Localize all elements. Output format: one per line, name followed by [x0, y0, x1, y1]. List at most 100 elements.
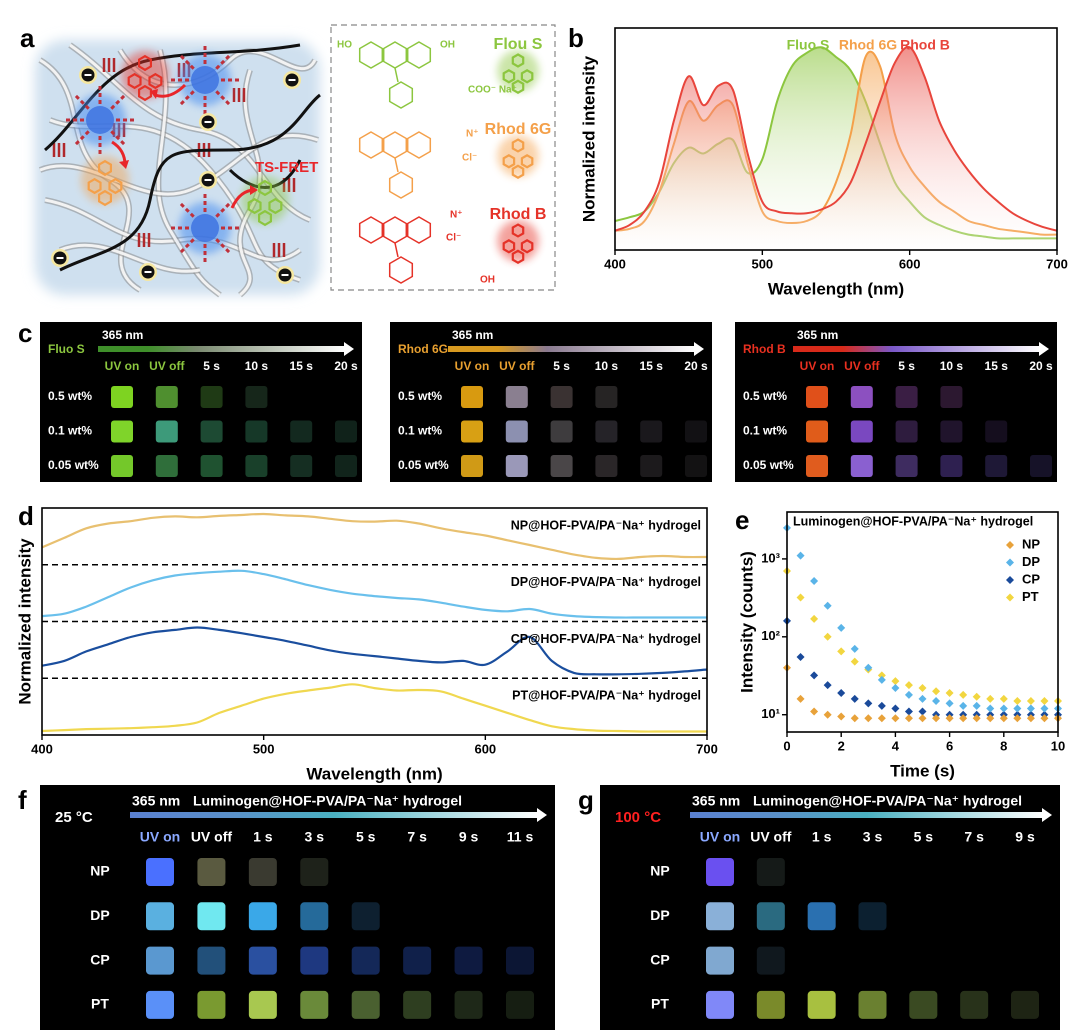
hexagon — [502, 154, 516, 169]
x-tick-label: 10 — [1051, 738, 1065, 753]
x-tick-label: 600 — [474, 741, 496, 756]
point — [837, 689, 846, 697]
sample — [461, 420, 483, 443]
ring — [388, 81, 414, 109]
point — [1013, 696, 1022, 705]
ring — [358, 131, 384, 159]
sample — [985, 420, 1008, 443]
ray — [215, 202, 231, 218]
point — [999, 704, 1008, 713]
point — [891, 684, 900, 693]
plot-frame — [786, 511, 1059, 733]
row-label: 0.5 wt% — [743, 389, 787, 403]
y-axis-title: Normalized intensity — [15, 538, 34, 705]
subtitle: Luminogen@HOF-PVA/PA⁻Na⁺ hydrogel — [193, 793, 462, 809]
sample — [300, 946, 329, 975]
dye-label: Rhod 6G — [398, 342, 448, 356]
hexagon — [148, 72, 163, 90]
x-tick-label: 400 — [31, 741, 53, 756]
arrow-bar — [690, 812, 1044, 818]
point — [918, 714, 927, 723]
row-label: CP — [650, 951, 669, 967]
bond — [394, 242, 399, 258]
row-label: PT — [651, 996, 669, 1012]
column-header: 20 s — [684, 359, 708, 373]
hexagon — [108, 177, 123, 195]
sample — [505, 455, 528, 477]
hexagon — [520, 239, 534, 254]
legend-label: Rhod 6G — [839, 37, 897, 53]
sample — [895, 386, 918, 408]
legend-label: Fluo S — [787, 37, 830, 53]
sample — [595, 455, 618, 477]
luminogen — [86, 106, 114, 134]
row-label: 0.5 wt% — [398, 389, 442, 403]
chem-label: HO — [337, 40, 352, 51]
temperature: 100 °C — [615, 809, 661, 826]
subtitle: Luminogen@HOF-PVA/PA⁻Na⁺ hydrogel — [753, 793, 1022, 809]
column-header: 15 s — [290, 359, 314, 373]
point — [918, 694, 927, 703]
sample — [461, 386, 483, 408]
luminogen — [191, 214, 219, 242]
ring — [382, 131, 408, 159]
point — [850, 644, 859, 653]
x-tick-label: 500 — [751, 256, 773, 271]
line — [41, 569, 707, 619]
sample — [403, 990, 432, 1019]
glow — [497, 220, 539, 262]
x-axis-title: Time (s) — [890, 761, 955, 780]
hexagon — [511, 53, 525, 68]
ring — [406, 216, 432, 244]
legend-marker — [1006, 576, 1014, 584]
sample — [895, 455, 918, 477]
point — [932, 714, 941, 723]
excitation-label: 365 nm — [797, 328, 838, 342]
point — [1026, 714, 1035, 723]
row-label: 0.5 wt% — [48, 389, 92, 403]
column-header: 5 s — [898, 359, 915, 373]
x-tick-label: 600 — [899, 256, 921, 271]
point — [959, 690, 968, 699]
chem-label: OH — [480, 275, 495, 286]
sample — [807, 902, 836, 931]
x-tick-label: 8 — [1000, 738, 1007, 753]
column-header: 7 s — [407, 829, 427, 845]
hexagon — [502, 239, 516, 254]
row-label: 0.05 wt% — [743, 458, 794, 472]
dye-icon — [497, 135, 539, 179]
row-label: NP — [650, 863, 669, 879]
column-header: 9 s — [1015, 829, 1035, 845]
column-header: 1 s — [812, 829, 832, 845]
column-header: 10 s — [940, 359, 964, 373]
column-header: UV off — [750, 829, 792, 845]
panel-label: g — [578, 785, 594, 815]
point — [796, 653, 805, 662]
sample — [550, 386, 573, 408]
dye-name: Rhod 6G — [485, 121, 552, 138]
ray — [215, 238, 231, 254]
column-header: 15 s — [985, 359, 1009, 373]
line — [41, 626, 708, 676]
x-tick-label: 700 — [696, 741, 718, 756]
x-tick-label: 2 — [838, 738, 845, 753]
ray — [179, 202, 195, 218]
dye-rhodb — [121, 51, 169, 102]
point — [864, 699, 873, 708]
dye-icon — [497, 50, 539, 94]
arrow-head — [1042, 808, 1052, 822]
hexagon — [247, 197, 262, 215]
row-label: DP — [90, 907, 109, 923]
excitation-label: 365 nm — [102, 328, 143, 342]
row-label: 0.1 wt% — [743, 424, 787, 438]
hexagon — [127, 72, 142, 90]
sample — [351, 990, 380, 1019]
column-header: 15 s — [640, 359, 664, 373]
legend-label: PT — [1022, 589, 1039, 604]
dye-label: Rhod B — [743, 342, 786, 356]
chem-label: COO⁻ Na⁺ — [468, 85, 517, 96]
hexagon — [520, 69, 534, 84]
arrowhead — [250, 185, 258, 195]
point — [959, 701, 968, 710]
panel-label: d — [18, 501, 34, 531]
